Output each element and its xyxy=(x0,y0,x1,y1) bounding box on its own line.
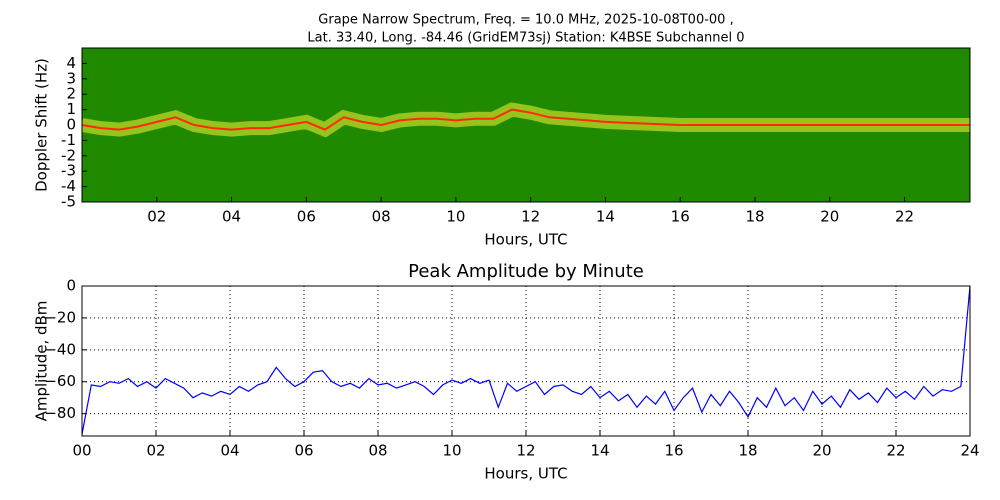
x-axis-label: Hours, UTC xyxy=(484,465,567,483)
chart-title: Peak Amplitude by Minute xyxy=(408,261,644,282)
x-tick-label: 06 xyxy=(297,208,316,226)
x-tick-label: 16 xyxy=(671,208,690,226)
x-tick-label: 14 xyxy=(590,442,609,460)
x-tick-label: 20 xyxy=(820,208,839,226)
x-tick-label: 22 xyxy=(895,208,914,226)
y-tick-label: -5 xyxy=(61,193,76,211)
x-tick-label: 10 xyxy=(446,208,465,226)
y-tick-label: −40 xyxy=(44,340,76,358)
chart-title: Grape Narrow Spectrum, Freq. = 10.0 MHz,… xyxy=(318,13,733,28)
y-tick-label: -4 xyxy=(61,177,76,195)
y-tick-label: -3 xyxy=(61,162,76,180)
y-tick-label: -2 xyxy=(61,146,76,164)
y-axis-label: Doppler Shift (Hz) xyxy=(33,58,51,192)
x-tick-label: 14 xyxy=(596,208,615,226)
y-tick-label: −20 xyxy=(44,308,76,326)
x-tick-label: 02 xyxy=(146,442,165,460)
y-tick-label: 0 xyxy=(66,277,76,295)
x-tick-label: 22 xyxy=(886,442,905,460)
x-tick-label: 02 xyxy=(147,208,166,226)
x-tick-label: 06 xyxy=(294,442,313,460)
y-tick-label: 1 xyxy=(66,100,76,118)
x-tick-label: 08 xyxy=(368,442,387,460)
x-tick-label: 10 xyxy=(442,442,461,460)
x-tick-label: 24 xyxy=(960,442,979,460)
y-tick-label: 0 xyxy=(66,116,76,134)
plot-frame xyxy=(81,47,971,203)
x-tick-label: 12 xyxy=(521,208,540,226)
y-tick-label: −80 xyxy=(44,404,76,422)
y-tick-label: 4 xyxy=(66,54,76,72)
x-tick-label: 18 xyxy=(745,208,764,226)
x-tick-label: 16 xyxy=(664,442,683,460)
x-tick-label: 00 xyxy=(72,442,91,460)
y-tick-label: 2 xyxy=(66,85,76,103)
y-tick-label: -1 xyxy=(61,131,76,149)
chart-subtitle: Lat. 33.40, Long. -84.46 (GridEM73sj) St… xyxy=(307,31,744,46)
y-tick-label: −60 xyxy=(44,372,76,390)
x-tick-label: 20 xyxy=(812,442,831,460)
x-tick-label: 04 xyxy=(220,442,239,460)
line xyxy=(81,285,971,435)
x-tick-label: 04 xyxy=(222,208,241,226)
y-tick-label: 3 xyxy=(66,69,76,87)
x-tick-label: 18 xyxy=(738,442,757,460)
y-axis-label: Amplitude, dBm xyxy=(33,301,51,422)
x-tick-label: 08 xyxy=(372,208,391,226)
signal-peak xyxy=(81,108,970,131)
plot-frame xyxy=(81,285,971,437)
x-axis-label: Hours, UTC xyxy=(484,231,567,249)
x-tick-label: 12 xyxy=(516,442,535,460)
